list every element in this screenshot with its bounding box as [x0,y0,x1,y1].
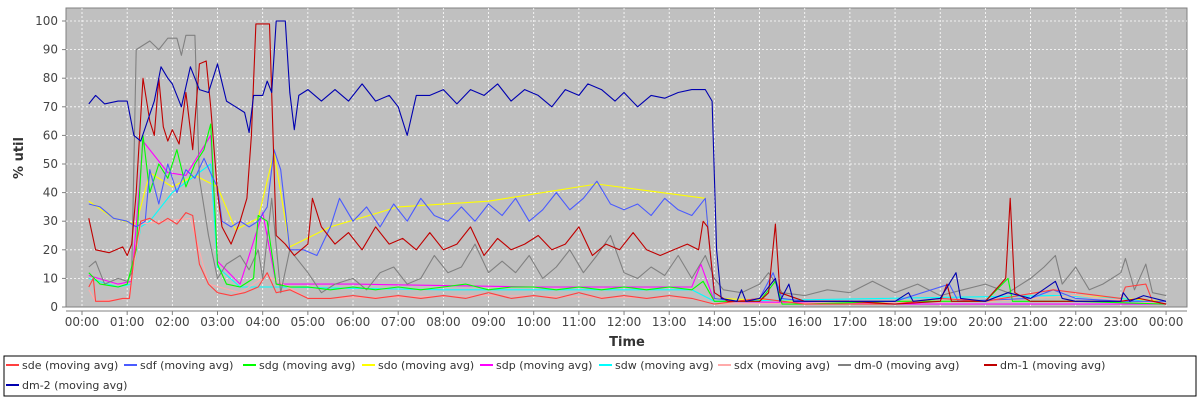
x-tick-label: 00:00 [65,315,100,329]
legend-item: sdg (moving avg) [259,359,355,372]
x-tick-label: 20:00 [968,315,1003,329]
x-tick-label: 10:00 [516,315,551,329]
legend-item: dm-0 (moving avg) [854,359,959,372]
x-tick-label: 17:00 [833,315,868,329]
legend-item: dm-2 (moving avg) [22,379,127,392]
x-tick-label: 14:00 [697,315,732,329]
x-tick-label: 06:00 [336,315,371,329]
x-tick-label: 07:00 [381,315,416,329]
legend-item: sdw (moving avg) [615,359,713,372]
y-tick-label: 0 [50,300,58,314]
y-tick-label: 90 [43,43,58,57]
x-tick-label: 23:00 [1104,315,1139,329]
grid-lines [66,8,1187,307]
y-tick-label: 20 [43,243,58,257]
series-line-dm-0 [88,34,1167,297]
x-tick-label: 18:00 [878,315,913,329]
x-tick-label: 21:00 [1013,315,1048,329]
x-tick-label: 03:00 [200,315,235,329]
x-tick-label: 22:00 [1058,315,1093,329]
x-tick-label: 00:00 [1149,315,1184,329]
x-tick-label: 01:00 [110,315,145,329]
legend-item: sdx (moving avg) [734,359,830,372]
y-tick-label: 100 [35,14,58,28]
legend-item: sdo (moving avg) [378,359,474,372]
x-tick-label: 05:00 [291,315,326,329]
x-tick-label: 02:00 [155,315,190,329]
x-tick-label: 16:00 [787,315,822,329]
x-tick-label: 13:00 [652,315,687,329]
legend-box [3,355,1197,397]
x-tick-label: 12:00 [607,315,642,329]
series-line-dm-2 [88,20,1167,302]
y-tick-label: 50 [43,157,58,171]
legend-item: sde (moving avg) [22,359,118,372]
x-axis-label: Time [609,335,645,350]
y-tick-label: 10 [43,271,58,285]
x-tick-label: 09:00 [471,315,506,329]
series-line-sdx [88,217,1167,305]
legend-item: dm-1 (moving avg) [1000,359,1105,372]
y-tick-label: 80 [43,71,58,85]
x-tick-label: 19:00 [923,315,958,329]
x-tick-label: 08:00 [426,315,461,329]
y-tick-label: 60 [43,128,58,142]
y-tick-label: 30 [43,214,58,228]
plot-area [65,7,1188,308]
legend-item: sdf (moving avg) [140,359,233,372]
x-tick-label: 11:00 [562,315,597,329]
y-axis-label: % util [12,137,27,179]
legend: sde (moving avg) sdf (moving avg) sdg (mov… [6,359,1105,392]
axes: 0 10 20 30 40 50 60 70 80 90 100 00:00 01:00 02:00 03:… [35,14,1187,329]
series-lines [88,20,1167,305]
legend-item: sdp (moving avg) [496,359,592,372]
x-tick-label: 15:00 [742,315,777,329]
x-tick-label: 04:00 [245,315,280,329]
y-tick-label: 70 [43,100,58,114]
y-tick-label: 40 [43,186,58,200]
